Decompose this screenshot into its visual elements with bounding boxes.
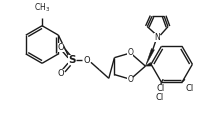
Text: Cl: Cl	[185, 84, 194, 93]
Text: O: O	[58, 43, 64, 52]
Text: Cl: Cl	[156, 84, 165, 93]
Text: O: O	[58, 69, 64, 78]
Text: O: O	[84, 56, 91, 65]
Text: N: N	[154, 33, 160, 42]
Text: O: O	[127, 75, 133, 84]
Text: Cl: Cl	[155, 93, 164, 102]
Text: CH$_3$: CH$_3$	[34, 1, 50, 14]
Polygon shape	[145, 48, 154, 66]
Text: S: S	[68, 56, 76, 66]
Text: O: O	[127, 48, 133, 57]
Polygon shape	[145, 62, 152, 66]
